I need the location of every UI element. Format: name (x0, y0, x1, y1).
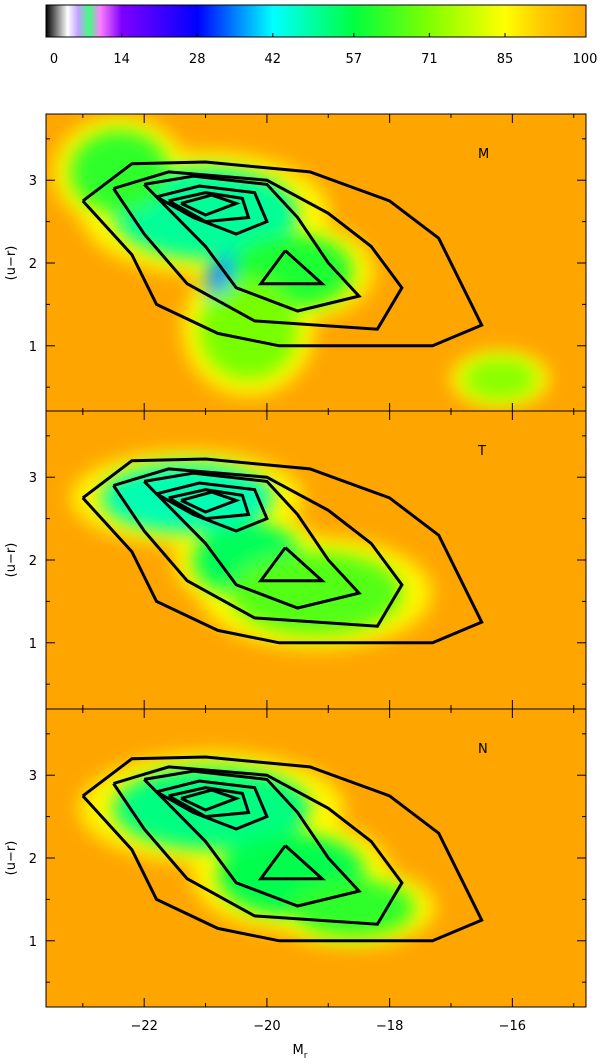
y-axis-label: (u−r) (4, 246, 19, 281)
panel-label: N (478, 742, 488, 757)
contour-line (155, 481, 269, 533)
y-axis-label: (u−r) (4, 543, 19, 578)
contour-line (180, 490, 241, 514)
colorbar-tick-label: 71 (421, 52, 438, 67)
contour-line (257, 249, 327, 286)
contour-line (81, 457, 484, 645)
heatmap-blob (291, 878, 415, 937)
y-tick-label: 2 (29, 554, 37, 569)
contour-line (180, 788, 241, 812)
y-tick-label: 3 (29, 471, 37, 486)
y-tick-label: 1 (29, 935, 37, 950)
y-tick-label: 3 (29, 769, 37, 784)
x-tick-label: −18 (376, 1019, 403, 1034)
contour-line (257, 844, 327, 881)
heatmap-blob (230, 551, 402, 635)
contour-lines (81, 160, 484, 348)
x-axis-label: Mr (293, 1043, 308, 1061)
colorbar-tick-label: 57 (346, 52, 363, 67)
contour-line (81, 755, 484, 943)
x-tick-label: −16 (499, 1019, 526, 1034)
contour-line (155, 779, 269, 831)
y-tick-label: 1 (29, 637, 37, 652)
y-axis-label: (u−r) (4, 841, 19, 876)
contour-line (112, 765, 404, 926)
colorbar-ticks: 0 14 28 42 57 71 85 100 (45, 33, 598, 67)
heatmap-blob (463, 358, 537, 400)
contour-line (257, 546, 327, 583)
contour-line (167, 488, 251, 521)
x-tick-labels: −22 −20 −18 −16 (130, 1019, 526, 1034)
contour-line (112, 170, 404, 331)
heatmap-field (46, 411, 586, 709)
colorbar-tick-label: 28 (189, 52, 206, 67)
contour-line (81, 160, 484, 348)
panel-T: T 1 2 3 (u−r) (4, 410, 587, 710)
panel-label: T (477, 444, 486, 459)
panel-N: N 1 2 3 (u−r) (4, 708, 587, 1008)
colorbar-tick-label: 85 (497, 52, 514, 67)
contour-line (143, 471, 362, 610)
colorbar-tick-label: 42 (265, 52, 282, 67)
heatmap-cores (113, 766, 415, 937)
colorbar-tick-label: 0 (50, 52, 58, 67)
colorbar-tick-label: 14 (113, 52, 130, 67)
colorbar-tick-label: 100 (573, 52, 598, 67)
panel-M: M 1 2 3 (u−r) (4, 113, 587, 413)
colorbar-gradient (45, 4, 587, 38)
contour-lines (81, 755, 484, 943)
contour-line (143, 769, 362, 908)
heatmap-blob (199, 279, 298, 379)
contour-line (112, 467, 404, 628)
heatmap-field (46, 114, 586, 411)
panel-label: M (478, 147, 489, 162)
contour-line (167, 191, 251, 224)
y-tick-label: 1 (29, 340, 37, 355)
x-tick-label: −20 (253, 1019, 280, 1034)
contour-lines (81, 457, 484, 645)
heatmap-field (46, 709, 586, 1007)
colorbar: 0 14 28 42 57 71 85 100 (45, 4, 598, 67)
panels: M 1 2 3 (u−r) T 1 2 3 (u−r) N 1 2 3 (u−r) −22 −20 −18 −16 (4, 113, 587, 1034)
x-tick-label: −22 (130, 1019, 157, 1034)
contour-line (167, 786, 251, 819)
y-tick-label: 3 (29, 174, 37, 189)
contour-line (143, 174, 362, 313)
contour-line (180, 193, 241, 217)
contour-line (155, 184, 269, 236)
y-tick-label: 2 (29, 257, 37, 272)
y-tick-label: 2 (29, 852, 37, 867)
